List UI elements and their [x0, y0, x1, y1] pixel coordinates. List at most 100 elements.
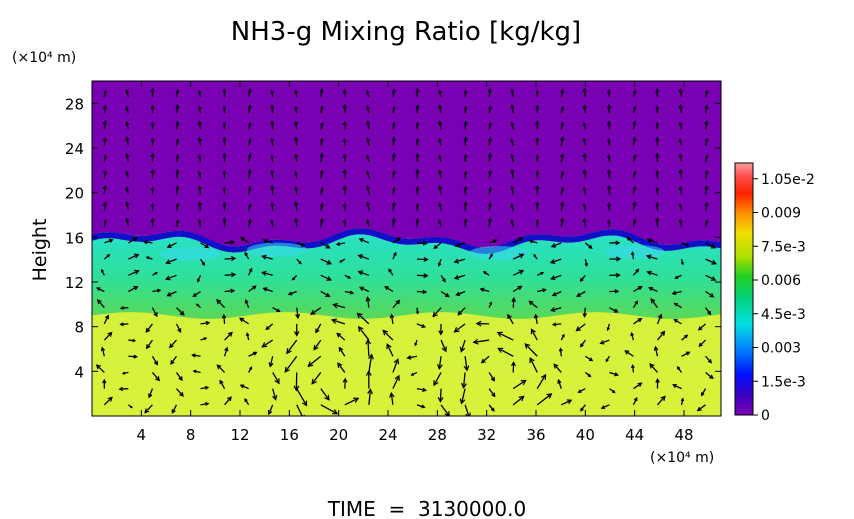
- wind-vector: [320, 404, 339, 415]
- field-patch-2: [604, 244, 665, 259]
- wind-vector: [222, 88, 227, 98]
- wind-vector: [365, 120, 371, 130]
- wind-vector: [605, 355, 610, 363]
- wind-vector: [103, 137, 107, 146]
- wind-vector: [630, 251, 635, 260]
- wind-vector: [248, 121, 252, 130]
- wind-vector: [632, 136, 637, 146]
- wind-vector: [436, 356, 443, 371]
- wind-vector: [392, 358, 400, 373]
- wind-vector: [310, 307, 322, 315]
- wind-vector: [472, 338, 490, 345]
- wind-vector: [265, 323, 274, 331]
- wind-vector: [510, 138, 514, 146]
- wind-vector: [648, 286, 658, 293]
- wind-vector: [219, 379, 226, 389]
- wind-vector: [319, 152, 324, 163]
- colorbar-tick-label: 1.5e-3: [761, 374, 806, 390]
- wind-vector: [437, 258, 442, 267]
- wind-vector: [294, 89, 298, 98]
- wind-vector: [391, 201, 396, 211]
- wind-vector: [270, 154, 274, 163]
- wind-vector: [222, 217, 227, 227]
- wind-vector: [463, 185, 468, 195]
- wind-vector: [197, 170, 202, 179]
- wind-vector: [195, 303, 201, 309]
- wind-vector: [488, 372, 495, 382]
- wind-vector: [294, 170, 298, 179]
- field-patch-0: [469, 245, 529, 260]
- wind-vector: [678, 153, 683, 163]
- wind-vector: [247, 153, 252, 163]
- wind-vector: [512, 395, 525, 406]
- wind-vector: [705, 242, 717, 249]
- wind-vector: [294, 153, 298, 163]
- y-axis-label: Height: [29, 219, 51, 282]
- wind-vector: [681, 334, 689, 341]
- wind-vector: [655, 169, 660, 179]
- wind-vector: [125, 88, 130, 98]
- wind-vector: [125, 136, 130, 146]
- wind-vector: [171, 404, 178, 414]
- wind-vector: [307, 355, 322, 367]
- wind-vector: [284, 355, 298, 373]
- wind-vector: [416, 273, 429, 279]
- y-tick-label: 12: [65, 274, 84, 292]
- wind-vector: [125, 153, 130, 163]
- wind-vector: [511, 361, 516, 373]
- wind-vector: [582, 202, 587, 211]
- wind-vector: [320, 242, 331, 249]
- wind-vector: [488, 121, 492, 130]
- wind-vector: [319, 137, 324, 146]
- wind-vector: [609, 307, 619, 313]
- wind-vector: [95, 364, 105, 373]
- wind-vector: [464, 404, 471, 416]
- wind-vector: [197, 201, 202, 211]
- wind-vector: [529, 357, 538, 373]
- wind-vector: [655, 152, 660, 162]
- wind-vector: [416, 240, 428, 246]
- wind-vector: [488, 253, 493, 260]
- wind-vector: [560, 186, 565, 195]
- wind-vector: [357, 254, 370, 260]
- wind-vector: [609, 240, 621, 246]
- wind-vector: [247, 186, 252, 195]
- wind-vector: [166, 290, 177, 297]
- wind-vector: [272, 372, 280, 385]
- wind-vector: [125, 121, 130, 130]
- wind-vector: [487, 217, 492, 227]
- wind-vector: [339, 258, 346, 263]
- wind-vector: [553, 363, 562, 373]
- wind-vector: [165, 258, 177, 265]
- x-unit-label: (×10⁴ m): [650, 450, 714, 466]
- wind-vector: [244, 298, 250, 308]
- wind-vector: [222, 201, 227, 211]
- wind-vector: [463, 120, 468, 130]
- wind-vector: [197, 154, 202, 163]
- wind-vector: [391, 152, 396, 163]
- wind-vector: [223, 346, 229, 357]
- wind-vector: [577, 388, 586, 393]
- y-unit-label: (×10⁴ m): [12, 50, 76, 66]
- wind-vector: [175, 120, 180, 130]
- wind-vector: [655, 186, 659, 195]
- wind-vector: [248, 366, 253, 373]
- y-tick-label: 16: [65, 229, 84, 247]
- wind-vector: [582, 186, 587, 195]
- wind-vector: [705, 274, 717, 281]
- wind-vector: [175, 388, 184, 397]
- wind-vector: [344, 274, 352, 279]
- wind-vector: [366, 89, 370, 98]
- colorbar-tick-label: 0: [761, 408, 770, 424]
- wind-vector: [197, 136, 202, 146]
- wind-vector: [414, 339, 418, 347]
- wind-vector: [176, 307, 185, 316]
- wind-vector: [656, 395, 666, 406]
- wind-vector: [293, 372, 300, 392]
- wind-vector: [296, 242, 306, 247]
- wind-vector: [358, 238, 370, 244]
- wind-vector: [607, 137, 611, 146]
- wind-vector: [632, 154, 637, 163]
- wind-vector: [607, 219, 611, 227]
